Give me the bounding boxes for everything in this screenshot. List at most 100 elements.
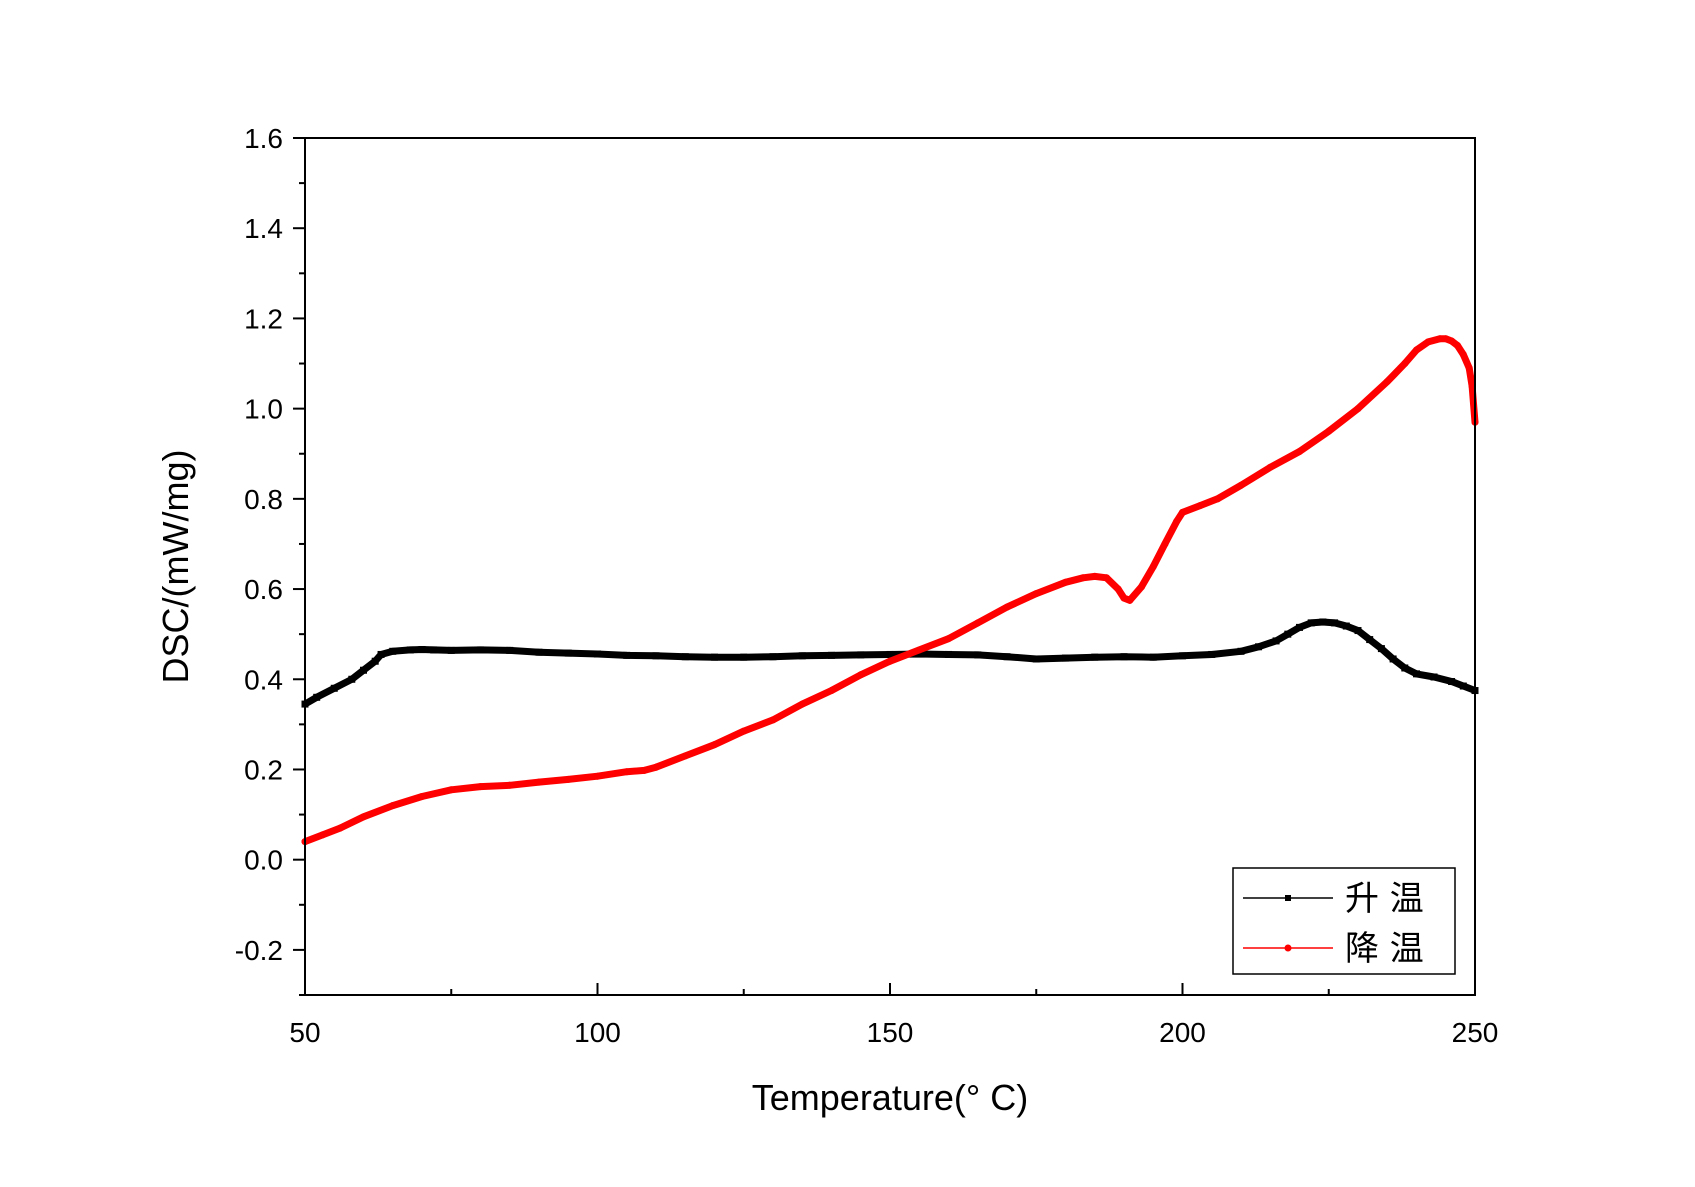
cooling-point bbox=[1448, 337, 1456, 345]
heating-point bbox=[406, 646, 414, 654]
cooling-point bbox=[1161, 540, 1169, 548]
heating-point bbox=[1413, 670, 1420, 678]
cooling-point bbox=[594, 772, 601, 780]
cooling-point bbox=[974, 619, 982, 627]
heating-point bbox=[1448, 678, 1456, 686]
heating-point bbox=[1062, 654, 1069, 662]
tick-layer: 50 100 150 200 250 -0.2 0.0 0.2 0.4 0.6 0.8 1.0 1.2 1… bbox=[235, 123, 1499, 1048]
cooling-point bbox=[1459, 351, 1467, 359]
cooling-point bbox=[360, 813, 367, 821]
heating-point bbox=[1331, 619, 1339, 627]
heating-point bbox=[1430, 673, 1438, 681]
cooling-point bbox=[1442, 335, 1450, 343]
heating-point bbox=[1319, 618, 1327, 626]
cooling-point bbox=[1296, 447, 1303, 455]
cooling-point bbox=[1102, 574, 1110, 582]
heating-point bbox=[1389, 655, 1397, 663]
cooling-point bbox=[1196, 502, 1204, 510]
cooling-point bbox=[1413, 346, 1420, 354]
cooling-curve bbox=[301, 335, 1479, 846]
heating-point bbox=[1366, 636, 1374, 644]
x-axis-title: Temperature(° C) bbox=[752, 1077, 1028, 1118]
cooling-point bbox=[681, 752, 689, 760]
cooling-point bbox=[1173, 517, 1181, 525]
heating-point bbox=[945, 650, 952, 658]
cooling-point bbox=[1062, 578, 1069, 586]
heating-point bbox=[389, 647, 397, 655]
heating-point bbox=[1091, 653, 1099, 661]
cooling-point bbox=[535, 778, 543, 786]
legend-label-heating: 升 温 bbox=[1345, 879, 1424, 919]
cooling-point bbox=[1468, 382, 1476, 390]
cooling-point bbox=[1424, 338, 1432, 346]
cooling-point bbox=[915, 646, 923, 654]
cooling-point bbox=[711, 741, 718, 749]
heating-point bbox=[623, 651, 631, 659]
heating-point bbox=[477, 646, 484, 654]
cooling-point bbox=[1032, 590, 1040, 598]
heating-point bbox=[1459, 682, 1467, 690]
cooling-point bbox=[418, 793, 426, 801]
heating-point bbox=[371, 657, 379, 665]
heating-point bbox=[447, 646, 455, 654]
heating-point bbox=[1377, 645, 1385, 653]
heating-point bbox=[1237, 647, 1245, 655]
heating-point bbox=[828, 651, 835, 659]
cooling-point bbox=[336, 824, 344, 832]
cooling-point bbox=[857, 671, 865, 679]
cooling-point bbox=[1091, 572, 1099, 580]
cooling-point bbox=[1383, 378, 1391, 386]
cooling-point bbox=[652, 763, 660, 771]
heating-point bbox=[769, 653, 777, 661]
heating-point bbox=[1401, 664, 1409, 672]
cooling-point bbox=[1138, 583, 1146, 591]
y-tick-label: 0.6 bbox=[244, 574, 283, 605]
heating-point bbox=[430, 646, 438, 654]
x-tick-label: 100 bbox=[574, 1017, 621, 1048]
heating-point bbox=[915, 650, 923, 658]
x-tick-label: 150 bbox=[867, 1017, 914, 1048]
heating-point bbox=[1208, 650, 1216, 658]
heating-point bbox=[681, 653, 689, 661]
heating-point bbox=[1149, 653, 1157, 661]
heating-point bbox=[1354, 627, 1362, 635]
cooling-point bbox=[477, 783, 484, 791]
heating-point bbox=[535, 648, 543, 656]
cooling-point bbox=[798, 700, 806, 708]
heating-point bbox=[974, 651, 982, 659]
cooling-point bbox=[1079, 574, 1087, 582]
legend-box bbox=[1232, 867, 1456, 975]
heating-point bbox=[798, 652, 806, 660]
y-tick-label: 1.6 bbox=[244, 123, 283, 154]
heating-point bbox=[377, 650, 385, 658]
cooling-point bbox=[623, 768, 631, 776]
cooling-point bbox=[740, 727, 748, 735]
heating-point bbox=[594, 650, 601, 658]
x-tick-label: 50 bbox=[289, 1017, 320, 1048]
series-layer bbox=[301, 335, 1479, 846]
heating-point bbox=[740, 653, 748, 661]
cooling-point bbox=[945, 635, 952, 643]
heating-point bbox=[1307, 619, 1315, 627]
heating-point bbox=[313, 693, 321, 701]
cooling-point bbox=[1114, 585, 1122, 593]
cooling-point bbox=[1003, 603, 1011, 611]
cooling-point bbox=[1237, 481, 1245, 489]
y-tick-label: 1.4 bbox=[244, 213, 283, 244]
y-tick-label: 0.8 bbox=[244, 484, 283, 515]
cooling-point bbox=[1149, 563, 1157, 570]
cooling-point bbox=[1179, 508, 1186, 516]
cooling-point bbox=[640, 766, 648, 774]
cooling-point bbox=[506, 781, 514, 789]
y-tick-label: -0.2 bbox=[235, 935, 283, 966]
heating-point bbox=[1179, 652, 1186, 660]
legend-label-cooling: 降 温 bbox=[1345, 929, 1424, 969]
y-tick-label: 1.2 bbox=[244, 303, 283, 334]
cooling-point bbox=[1354, 405, 1362, 413]
cooling-point bbox=[1436, 335, 1444, 343]
heating-point bbox=[652, 652, 660, 660]
cooling-point bbox=[1266, 463, 1274, 471]
cooling-point bbox=[319, 831, 327, 839]
